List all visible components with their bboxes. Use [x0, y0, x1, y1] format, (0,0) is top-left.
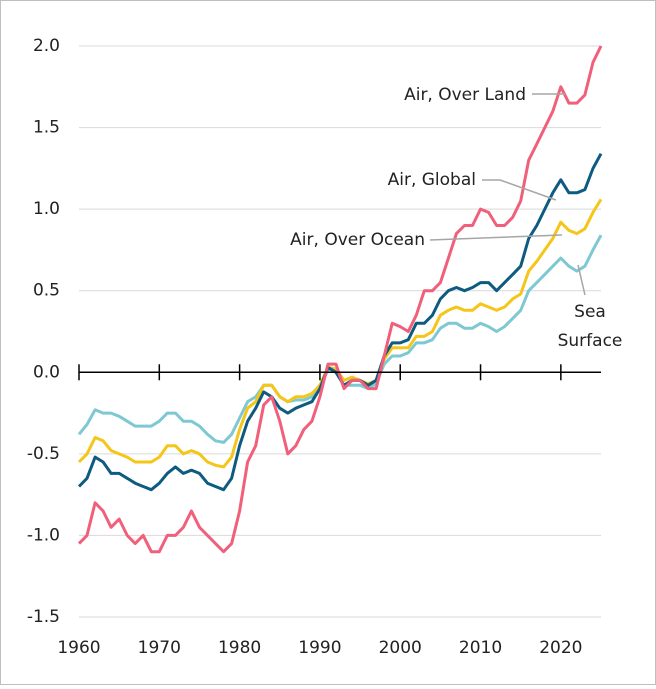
x-tick-label: 2000 — [379, 638, 422, 658]
series-label: Air, Over Land — [404, 85, 526, 105]
y-tick-label: 1.5 — [33, 118, 60, 138]
leader-line — [577, 264, 586, 296]
x-tick-label: 1970 — [138, 638, 181, 658]
x-tick-label: 2010 — [459, 638, 502, 658]
series-line — [77, 45, 603, 554]
series-label: Sea Surface — [558, 302, 623, 351]
series-label: Air, Over Ocean — [290, 230, 425, 250]
x-tick-label: 1980 — [218, 638, 261, 658]
x-tick-label: 1990 — [298, 638, 341, 658]
leader-line — [429, 234, 563, 241]
y-tick-label: -0.5 — [27, 444, 60, 464]
y-tick-label: -1.5 — [27, 607, 60, 627]
y-tick-label: 1.0 — [33, 199, 60, 219]
y-tick-label: 0.0 — [33, 362, 60, 382]
lines — [77, 45, 603, 554]
x-tick-label: 2020 — [539, 638, 582, 658]
x-axis — [78, 364, 601, 381]
leader-line — [482, 179, 557, 201]
y-tick-label: 2.0 — [33, 36, 60, 56]
y-tick-label: 0.5 — [33, 281, 60, 301]
y-tick-label: -1.0 — [27, 525, 60, 545]
x-tick-label: 1960 — [57, 638, 100, 658]
series-label: Air, Global — [388, 170, 476, 190]
